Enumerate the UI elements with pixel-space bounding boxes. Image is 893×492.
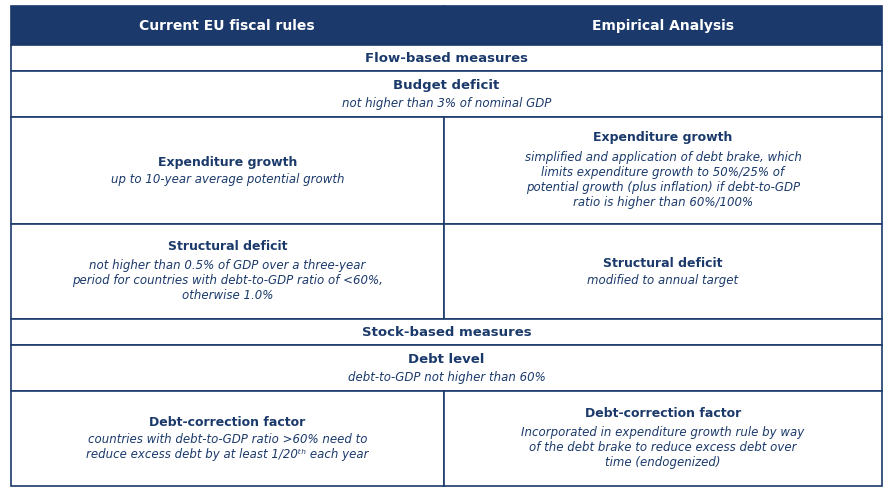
Bar [444,391,882,486]
Text: Debt level: Debt level [408,353,485,367]
Text: not higher than 3% of nominal GDP: not higher than 3% of nominal GDP [342,97,551,110]
Bar [11,391,444,486]
Bar [11,319,882,345]
Text: simplified and application of debt brake, which
limits expenditure growth to 50%: simplified and application of debt brake… [524,151,802,209]
Text: Structural deficit: Structural deficit [168,241,287,253]
Bar [444,6,882,45]
Bar [11,345,882,391]
Bar [11,224,444,319]
Text: debt-to-GDP not higher than 60%: debt-to-GDP not higher than 60% [347,371,546,384]
Text: Stock-based measures: Stock-based measures [362,326,531,338]
Text: countries with debt-to-GDP ratio >60% need to
reduce excess debt by at least 1/2: countries with debt-to-GDP ratio >60% ne… [86,433,369,461]
Text: Budget deficit: Budget deficit [394,80,499,92]
Text: Incorporated in expenditure growth rule by way
of the debt brake to reduce exces: Incorporated in expenditure growth rule … [522,426,805,469]
Text: Empirical Analysis: Empirical Analysis [592,19,734,32]
Bar [444,117,882,224]
Bar [11,71,882,117]
Bar [444,224,882,319]
Text: Expenditure growth: Expenditure growth [157,156,297,169]
Bar [11,45,882,71]
Text: not higher than 0.5% of GDP over a three-year
period for countries with debt-to-: not higher than 0.5% of GDP over a three… [71,259,383,302]
Bar [11,6,444,45]
Text: Structural deficit: Structural deficit [604,257,722,270]
Bar [11,117,444,224]
Text: Expenditure growth: Expenditure growth [593,131,733,144]
Text: modified to annual target: modified to annual target [588,274,739,287]
Text: Flow-based measures: Flow-based measures [365,52,528,65]
Text: Debt-correction factor: Debt-correction factor [149,416,305,429]
Text: Debt-correction factor: Debt-correction factor [585,407,741,420]
Text: Current EU fiscal rules: Current EU fiscal rules [139,19,315,32]
Text: up to 10-year average potential growth: up to 10-year average potential growth [111,173,344,186]
